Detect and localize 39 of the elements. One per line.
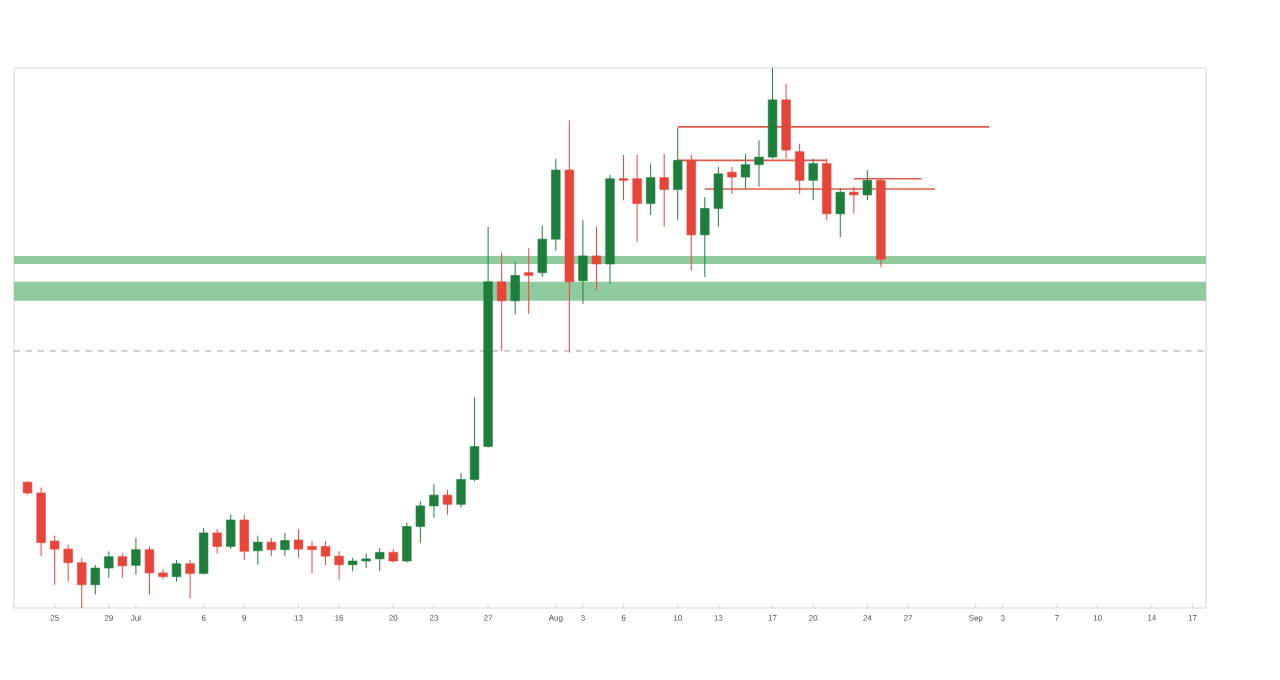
candlestick: [510, 261, 520, 315]
candlestick: [158, 568, 168, 580]
candlestick: [239, 514, 249, 561]
candlestick: [727, 166, 737, 195]
candlestick: [429, 483, 439, 519]
candlestick: [307, 540, 317, 574]
candlestick: [740, 153, 751, 189]
candlestick: [537, 225, 547, 278]
candlestick: [673, 127, 683, 221]
candlestick: [185, 559, 195, 599]
candlestick: [280, 532, 290, 557]
candlestick: [456, 472, 466, 509]
candlestick: [226, 514, 236, 550]
candlestick: [375, 547, 385, 572]
candlestick: [862, 169, 872, 201]
candlestick: [808, 158, 818, 201]
candlestick: [131, 537, 141, 576]
candlestick: [646, 163, 656, 216]
candlestick: [659, 153, 669, 228]
candlestick: [497, 252, 507, 352]
candlestick: [104, 550, 114, 579]
candlestick: [835, 187, 845, 238]
candlestick: [77, 557, 87, 609]
candlestick: [524, 247, 534, 315]
candlestick: [171, 559, 182, 583]
candlestick: [795, 143, 805, 195]
candlestick: [754, 139, 764, 188]
candlestick: [578, 219, 588, 305]
candlestick: [212, 528, 222, 554]
candlestick: [849, 186, 859, 215]
candlestick: [591, 226, 602, 291]
candlestick: [266, 537, 276, 557]
candlestick: [144, 545, 155, 595]
candlestick: [293, 528, 304, 559]
candlestick: [442, 489, 453, 516]
candlestick: [117, 552, 127, 579]
candlestick: [199, 527, 209, 576]
candlestick: [253, 535, 263, 566]
candlestick: [90, 564, 100, 595]
